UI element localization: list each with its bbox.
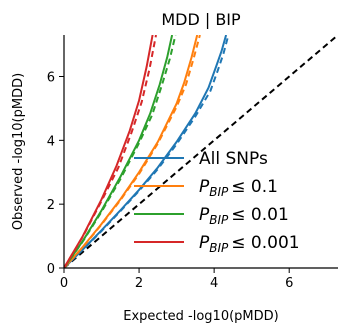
legend-label-1: PBIP ≤ 0.1 — [199, 177, 278, 199]
y-tick-label: 4 — [47, 134, 55, 149]
series-line-2 — [64, 35, 174, 268]
series-dashed-line-2 — [64, 35, 177, 268]
y-tick-label: 6 — [47, 70, 55, 85]
legend-label-0: All SNPs — [199, 149, 268, 169]
x-tick-label: 0 — [60, 276, 68, 291]
series-line-3 — [64, 35, 154, 268]
legend: All SNPs PBIP ≤ 0.1 PBIP ≤ 0.01 PBIP ≤ 0.001 — [134, 149, 300, 255]
x-axis-label: Expected -log10(pMDD) — [123, 309, 278, 324]
series-dashed-line-3 — [64, 35, 157, 268]
chart-title: MDD | BIP — [161, 10, 241, 29]
y-tick-label: 0 — [47, 262, 55, 277]
x-tick-label: 2 — [135, 276, 143, 291]
series-line-0 — [64, 35, 228, 268]
plot-area — [64, 35, 338, 268]
y-axis-label: Observed -log10(pMDD) — [11, 73, 26, 230]
series-group — [64, 35, 338, 268]
x-tick-label: 6 — [285, 276, 293, 291]
axes: 0 2 4 6 0 2 4 6 MDD | BIP Expected -log10(pMDD) Ob… — [11, 10, 338, 324]
series-dashed-line-0 — [64, 35, 230, 268]
y-tick-label: 2 — [47, 198, 55, 213]
x-tick-label: 4 — [210, 276, 218, 291]
legend-label-3: PBIP ≤ 0.001 — [199, 233, 300, 255]
legend-label-2: PBIP ≤ 0.01 — [199, 205, 289, 227]
